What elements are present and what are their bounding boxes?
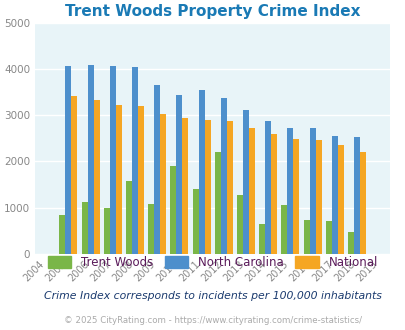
Text: Crime Index corresponds to incidents per 100,000 inhabitants: Crime Index corresponds to incidents per… xyxy=(44,290,381,301)
Bar xyxy=(59,214,65,254)
Bar xyxy=(347,232,353,254)
Bar xyxy=(94,100,99,254)
Bar xyxy=(126,181,132,254)
Bar xyxy=(132,67,138,254)
Bar xyxy=(226,121,232,254)
Title: Trent Woods Property Crime Index: Trent Woods Property Crime Index xyxy=(65,4,360,19)
Bar xyxy=(287,128,293,254)
Bar xyxy=(281,205,287,254)
Legend: Trent Woods, North Carolina, National: Trent Woods, North Carolina, National xyxy=(47,256,377,269)
Bar xyxy=(293,139,298,254)
Bar xyxy=(148,204,154,254)
Bar xyxy=(176,95,182,254)
Bar xyxy=(353,137,359,254)
Bar xyxy=(220,98,226,254)
Bar xyxy=(198,90,204,254)
Bar xyxy=(71,95,77,254)
Bar xyxy=(248,128,254,254)
Bar xyxy=(170,166,176,254)
Bar xyxy=(271,134,277,254)
Bar xyxy=(182,118,188,254)
Bar xyxy=(258,224,264,254)
Bar xyxy=(337,145,343,254)
Text: © 2025 CityRating.com - https://www.cityrating.com/crime-statistics/: © 2025 CityRating.com - https://www.city… xyxy=(64,315,361,325)
Bar xyxy=(110,66,115,254)
Bar xyxy=(242,110,248,254)
Bar xyxy=(237,195,242,254)
Bar xyxy=(87,65,94,254)
Bar xyxy=(138,106,144,254)
Bar xyxy=(309,128,315,254)
Bar xyxy=(81,202,87,254)
Bar xyxy=(303,220,309,254)
Bar xyxy=(104,208,110,254)
Bar xyxy=(331,136,337,254)
Bar xyxy=(204,119,210,254)
Bar xyxy=(264,121,271,254)
Bar xyxy=(315,140,321,254)
Bar xyxy=(359,152,365,254)
Bar xyxy=(192,189,198,254)
Bar xyxy=(154,85,160,254)
Bar xyxy=(65,66,71,254)
Bar xyxy=(214,152,220,254)
Bar xyxy=(160,115,166,254)
Bar xyxy=(115,105,122,254)
Bar xyxy=(325,220,331,254)
